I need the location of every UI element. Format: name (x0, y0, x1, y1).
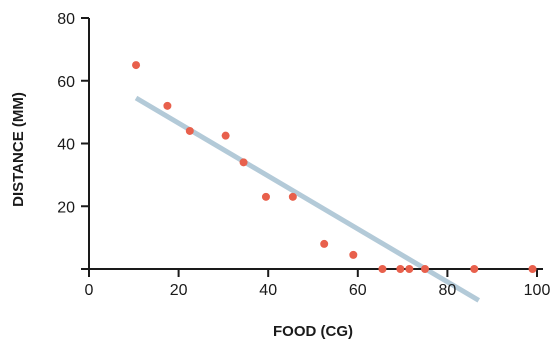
data-point (221, 131, 230, 140)
data-point (288, 192, 297, 201)
data-point (163, 101, 172, 110)
data-point (261, 192, 270, 201)
x-tick-label: 40 (259, 282, 277, 299)
x-tick-label: 60 (349, 282, 367, 299)
x-tick-label: 20 (170, 282, 188, 299)
data-point (405, 265, 414, 273)
data-point (132, 61, 141, 70)
data-point (378, 265, 387, 273)
x-tick-label: 0 (85, 282, 94, 299)
y-tick-label: 80 (57, 11, 75, 28)
data-point (239, 158, 248, 167)
ticks: 0 20 40 60 80 100 20 40 60 80 (57, 11, 550, 299)
x-tick-label: 100 (524, 282, 551, 299)
y-axis-title: DISTANCE (MM) (10, 92, 27, 207)
data-point (320, 239, 329, 248)
y-tick-label: 40 (57, 137, 75, 154)
data-point (349, 250, 358, 259)
y-tick-label: 20 (57, 199, 75, 216)
x-tick-label: 80 (439, 282, 457, 299)
data-points (132, 61, 537, 273)
y-tick-label: 60 (57, 74, 75, 91)
axes (81, 18, 543, 270)
x-axis-title: FOOD (CG) (273, 323, 353, 340)
data-point (396, 265, 405, 273)
data-point (528, 265, 537, 273)
data-point (470, 265, 479, 273)
data-point (421, 265, 429, 273)
data-point (185, 126, 194, 135)
